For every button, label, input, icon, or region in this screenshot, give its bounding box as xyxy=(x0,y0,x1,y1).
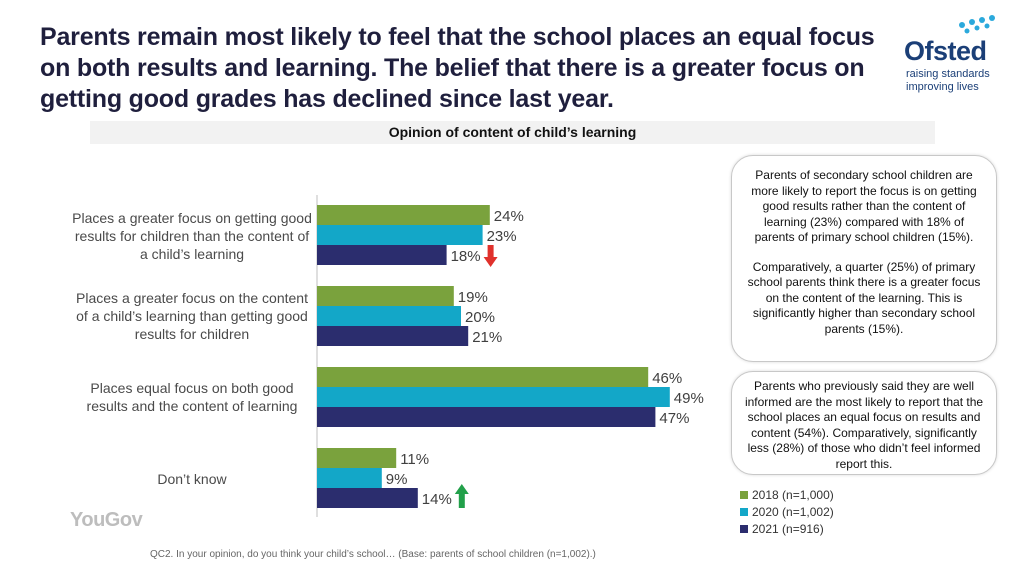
footnote: QC2. In your opinion, do you think your … xyxy=(150,549,596,560)
bar-label-c1-s0: 19% xyxy=(458,289,488,306)
bar-c3-s1 xyxy=(317,468,382,488)
bar-label-c2-s2: 47% xyxy=(659,410,689,427)
legend-label-2018: 2018 (n=1,000) xyxy=(752,488,834,502)
bar-label-c2-s1: 49% xyxy=(674,390,704,407)
category-label-1: Places a greater focus on the content of… xyxy=(76,290,308,342)
bar-c3-s0 xyxy=(317,448,397,468)
legend-label-2020: 2020 (n=1,002) xyxy=(752,505,834,519)
arrow-up-icon xyxy=(454,484,469,508)
legend-swatch-2018 xyxy=(740,491,748,499)
bar-label-c1-s2: 21% xyxy=(472,329,502,346)
page-title: Parents remain most likely to feel that … xyxy=(40,23,875,113)
bar-label-c1-s1: 20% xyxy=(465,309,495,326)
callout-well-informed: Parents who previously said they are wel… xyxy=(731,371,997,475)
bar-label-c3-s2: 14% xyxy=(422,491,452,508)
legend-item-2021: 2021 (n=916) xyxy=(740,521,834,538)
legend-item-2020: 2020 (n=1,002) xyxy=(740,504,834,521)
legend-label-2021: 2021 (n=916) xyxy=(752,522,824,536)
logo-wordmark: Ofsted xyxy=(904,36,987,66)
bar-c0-s0 xyxy=(317,205,490,225)
bar-label-c3-s0: 11% xyxy=(400,451,429,468)
bar-label-c0-s1: 23% xyxy=(487,228,517,245)
callout-2-paragraph-1: Parents who previously said they are wel… xyxy=(744,379,984,471)
bar-label-c2-s0: 46% xyxy=(652,370,682,387)
bar-c1-s1 xyxy=(317,306,461,326)
chart-legend: 2018 (n=1,000) 2020 (n=1,002) 2021 (n=91… xyxy=(740,487,834,538)
bar-c2-s2 xyxy=(317,407,656,427)
category-label-3: Don’t know xyxy=(157,471,227,487)
bar-c1-s2 xyxy=(317,326,469,346)
legend-item-2018: 2018 (n=1,000) xyxy=(740,487,834,504)
bar-c0-s2 xyxy=(317,245,447,265)
subtitle-band: Opinion of content of child’s learning xyxy=(90,121,935,144)
logo-tagline-2: improving lives xyxy=(906,81,979,93)
callout-secondary-vs-primary: Parents of secondary school children are… xyxy=(731,155,997,362)
bar-c2-s1 xyxy=(317,387,670,407)
legend-swatch-2021 xyxy=(740,525,748,533)
bar-c2-s0 xyxy=(317,367,649,387)
category-label-2: Places equal focus on both good results … xyxy=(86,380,298,414)
callout-1-paragraph-2: Comparatively, a quarter (25%) of primar… xyxy=(747,259,981,336)
bar-label-c3-s1: 9% xyxy=(386,471,408,488)
bar-label-c0-s0: 24% xyxy=(494,208,524,225)
chart-plot: 24% 23% 18% 19% 20% 21% 46% 49% 47% 11% 9% 14% xyxy=(316,195,704,517)
arrow-down-icon xyxy=(483,245,498,267)
logo-tagline-1: raising standards xyxy=(906,68,990,80)
category-label-0: Places a greater focus on getting good r… xyxy=(72,210,312,262)
callout-1-paragraph-1: Parents of secondary school children are… xyxy=(751,168,977,244)
yougov-logo: YouGov xyxy=(70,509,143,531)
chart-subtitle: Opinion of content of child’s learning xyxy=(388,124,637,140)
stars-icon xyxy=(959,15,995,34)
bar-c1-s0 xyxy=(317,286,454,306)
legend-swatch-2020 xyxy=(740,508,748,516)
bar-chart: Places a greater focus on getting good r… xyxy=(0,150,730,530)
bar-c3-s2 xyxy=(317,488,418,508)
bar-c0-s1 xyxy=(317,225,483,245)
ofsted-logo: Ofsted raising standards improving lives xyxy=(898,14,1008,94)
bar-label-c0-s2: 18% xyxy=(451,248,481,265)
